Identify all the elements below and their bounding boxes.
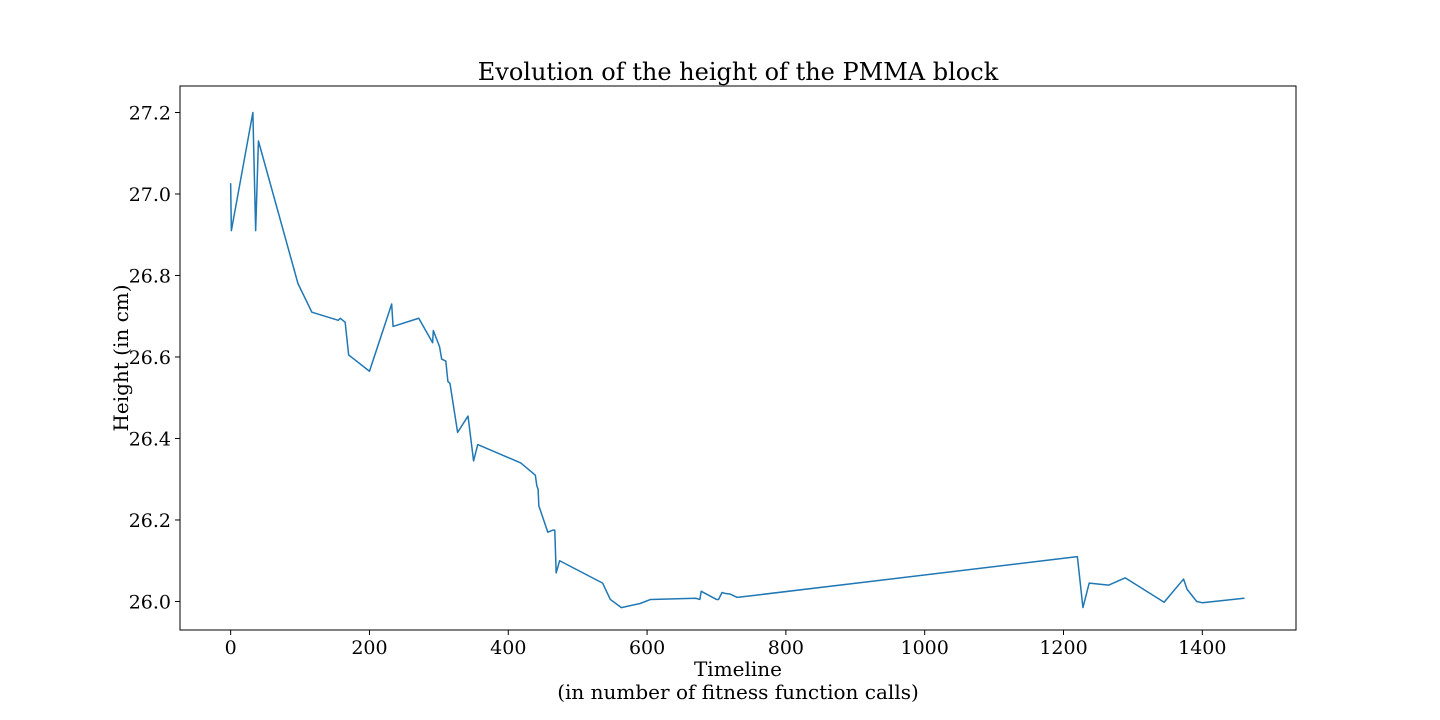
y-tick-label: 26.4 bbox=[129, 428, 171, 450]
y-tick-label: 26.0 bbox=[129, 591, 171, 613]
x-axis: 0 200 400 600 800 1000 1200 1400 bbox=[225, 630, 1226, 659]
chart-title: Evolution of the height of the PMMA bloc… bbox=[478, 58, 999, 86]
x-tick-label: 1000 bbox=[901, 637, 949, 659]
y-axis: 26.0 26.2 26.4 26.6 26.8 27.0 27.2 bbox=[129, 102, 180, 613]
y-tick-label: 26.2 bbox=[129, 510, 171, 532]
y-axis-label: Height (in cm) bbox=[109, 284, 133, 431]
plot-frame bbox=[179, 85, 1297, 631]
y-tick-label: 27.0 bbox=[129, 184, 171, 206]
x-tick-label: 800 bbox=[768, 637, 804, 659]
y-tick-label: 26.6 bbox=[129, 347, 171, 369]
x-tick-label: 400 bbox=[490, 637, 526, 659]
x-tick-label: 0 bbox=[225, 637, 237, 659]
y-tick-label: 27.2 bbox=[129, 102, 171, 124]
x-tick-label: 600 bbox=[629, 637, 665, 659]
x-axis-label-sub: (in number of fitness function calls) bbox=[557, 680, 919, 704]
series-line-0 bbox=[229, 111, 1245, 609]
x-tick-label: 200 bbox=[351, 637, 387, 659]
x-tick-label: 1400 bbox=[1178, 637, 1226, 659]
y-tick-label: 26.8 bbox=[129, 265, 171, 287]
x-axis-label: Timeline bbox=[694, 657, 782, 681]
x-tick-label: 1200 bbox=[1039, 637, 1087, 659]
series-layer bbox=[229, 111, 1245, 609]
